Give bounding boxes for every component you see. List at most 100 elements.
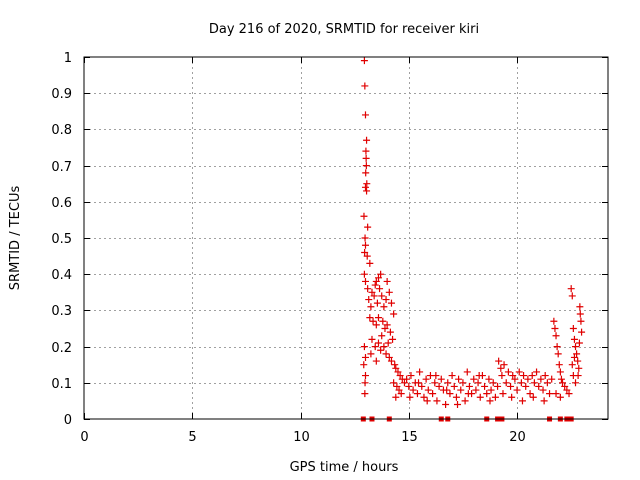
data-point [418, 382, 426, 390]
data-point [373, 299, 381, 307]
data-point [570, 353, 578, 361]
data-point [494, 382, 502, 390]
data-point [390, 379, 398, 387]
data-point [371, 281, 379, 289]
data-point [555, 361, 563, 369]
data-point [394, 368, 402, 376]
data-point [407, 372, 415, 380]
data-point [570, 335, 578, 343]
x-axis-label: GPS time / hours [290, 460, 399, 475]
data-point [569, 325, 577, 332]
data-point [397, 390, 405, 398]
data-point [548, 375, 556, 383]
data-point [360, 57, 368, 65]
data-point [361, 111, 369, 119]
data-point [362, 162, 370, 170]
data-point [362, 169, 370, 177]
data-point [556, 393, 564, 401]
data-point [457, 386, 465, 394]
data-point [360, 343, 368, 351]
data-point [568, 292, 576, 300]
data-point [370, 292, 378, 300]
data-point [389, 335, 397, 343]
data-point [508, 393, 516, 401]
data-point [382, 350, 390, 358]
data-point [406, 393, 414, 401]
data-point [575, 364, 583, 372]
x-tick-label: 15 [401, 430, 418, 445]
data-point [390, 310, 398, 318]
data-point [374, 274, 382, 282]
data-point [368, 288, 376, 296]
data-point [415, 379, 423, 387]
y-tick-label: 0.4 [51, 268, 72, 283]
data-point [387, 299, 395, 307]
data-point [504, 368, 512, 376]
data-point [435, 382, 443, 390]
data-point [565, 390, 573, 398]
data-point [361, 82, 369, 90]
y-tick-label: 0.7 [51, 160, 72, 175]
data-point [365, 296, 373, 304]
data-point [393, 382, 401, 390]
data-point [371, 343, 379, 351]
y-tick-label: 0.1 [51, 377, 72, 392]
data-point [459, 379, 467, 387]
data-point [577, 317, 585, 325]
data-point [382, 296, 390, 304]
data-point [487, 386, 495, 394]
y-tick-label: 0 [64, 413, 72, 428]
data-point [361, 372, 369, 380]
data-point [485, 375, 493, 383]
data-point [573, 350, 581, 358]
data-point [552, 390, 560, 398]
y-tick-label: 0.9 [51, 87, 72, 102]
data-point [463, 368, 471, 376]
data-point [423, 397, 431, 405]
data-point [552, 332, 560, 340]
x-tick-label: 0 [80, 430, 88, 445]
data-point [369, 317, 377, 325]
data-point [567, 285, 575, 293]
data-point [446, 390, 454, 398]
data-point [559, 379, 567, 387]
data-point [520, 372, 528, 380]
data-point [498, 372, 506, 380]
data-point [384, 339, 392, 347]
data-point [361, 353, 369, 361]
data-point [377, 270, 385, 278]
data-point [383, 277, 391, 285]
data-point [569, 372, 577, 380]
data-point [361, 183, 369, 191]
data-point [551, 325, 559, 332]
data-point [491, 393, 499, 401]
data-point [372, 277, 380, 285]
data-point [366, 259, 374, 267]
data-point [461, 397, 469, 405]
data-point [374, 314, 382, 322]
data-point [572, 379, 580, 387]
data-point [464, 390, 472, 398]
data-point [574, 357, 582, 365]
data-point [366, 314, 374, 322]
data-point [483, 390, 491, 398]
data-point [489, 379, 497, 387]
data-point [576, 310, 584, 318]
data-point [554, 350, 562, 358]
y-tick-label: 1 [64, 51, 72, 66]
data-point [416, 368, 424, 376]
data-point [386, 328, 394, 336]
data-point [392, 364, 400, 372]
data-point [454, 401, 462, 409]
data-point [391, 361, 399, 369]
y-tick-label: 0.8 [51, 123, 72, 138]
data-point [575, 339, 583, 347]
data-point [378, 292, 386, 300]
data-point [517, 379, 525, 387]
data-point [452, 393, 460, 401]
data-point [448, 372, 456, 380]
data-point [378, 332, 386, 340]
data-point [422, 375, 430, 383]
data-point [546, 390, 554, 398]
data-point [529, 393, 537, 401]
